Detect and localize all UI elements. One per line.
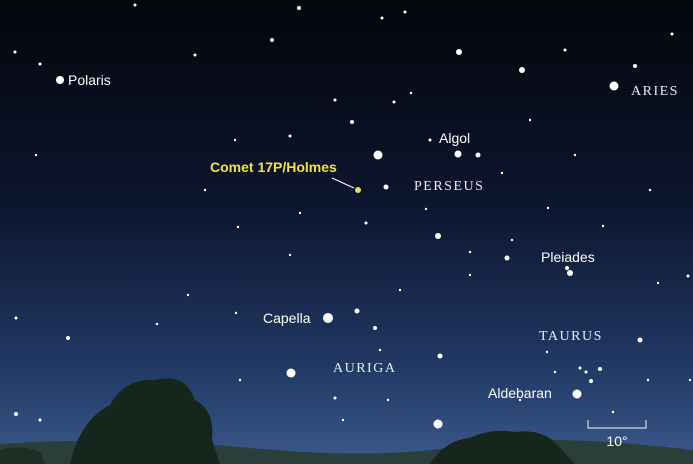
star xyxy=(35,154,37,156)
star xyxy=(554,371,556,373)
constellation-label: TAURUS xyxy=(539,329,603,344)
comet-label: Comet 17P/Holmes xyxy=(210,159,337,175)
sky-map: Polaris Algol Comet 17P/Holmes Pleiades … xyxy=(0,0,693,464)
star xyxy=(270,38,274,42)
star xyxy=(289,135,292,138)
star xyxy=(66,336,70,340)
star-label: Polaris xyxy=(68,72,111,88)
star xyxy=(239,379,241,381)
star xyxy=(501,172,503,174)
star xyxy=(585,371,588,374)
star xyxy=(410,92,412,94)
star xyxy=(589,379,593,383)
star xyxy=(476,153,481,158)
star xyxy=(687,275,690,278)
star xyxy=(647,379,649,381)
star xyxy=(598,367,602,371)
constellation-label: PERSEUS xyxy=(414,179,484,194)
star xyxy=(323,313,333,323)
comet xyxy=(355,187,361,193)
star xyxy=(455,151,462,158)
star-label: Pleiades xyxy=(541,249,595,265)
star xyxy=(297,6,301,10)
star xyxy=(399,289,401,291)
star xyxy=(14,412,18,416)
star xyxy=(547,207,549,209)
star xyxy=(14,51,17,54)
star xyxy=(156,323,158,325)
star xyxy=(39,419,42,422)
star xyxy=(505,256,510,261)
star xyxy=(435,233,441,239)
star-label: Algol xyxy=(439,130,470,146)
star xyxy=(610,82,619,91)
star xyxy=(381,17,384,20)
star xyxy=(134,4,137,7)
star xyxy=(379,349,381,351)
star xyxy=(393,101,396,104)
star xyxy=(633,64,637,68)
star xyxy=(387,399,389,401)
star xyxy=(194,54,197,57)
star xyxy=(287,369,296,378)
star xyxy=(355,309,360,314)
star xyxy=(469,251,471,253)
star xyxy=(438,354,443,359)
star xyxy=(15,317,18,320)
star xyxy=(456,49,462,55)
star xyxy=(638,338,643,343)
star xyxy=(204,189,206,191)
star xyxy=(342,419,344,421)
star xyxy=(39,63,42,66)
star xyxy=(689,379,691,381)
star xyxy=(350,120,354,124)
star xyxy=(657,282,659,284)
star xyxy=(334,99,337,102)
star xyxy=(299,212,301,214)
scale-label: 10° xyxy=(606,433,627,449)
star xyxy=(234,139,236,141)
star xyxy=(649,189,651,191)
star xyxy=(374,151,383,160)
star xyxy=(404,11,407,14)
star-label: Capella xyxy=(263,310,311,326)
star xyxy=(365,222,368,225)
star xyxy=(334,397,337,400)
star xyxy=(384,185,389,190)
star xyxy=(469,274,471,276)
star xyxy=(564,49,567,52)
star xyxy=(56,76,64,84)
sky xyxy=(0,0,693,464)
star xyxy=(573,390,582,399)
star xyxy=(511,239,513,241)
star xyxy=(429,139,432,142)
star xyxy=(602,225,604,227)
star xyxy=(434,420,443,429)
star xyxy=(671,33,674,36)
star xyxy=(529,119,531,121)
constellation-label: AURIGA xyxy=(333,361,396,376)
star xyxy=(425,208,427,210)
star xyxy=(579,367,582,370)
constellation-label: ARIES xyxy=(631,84,679,99)
star xyxy=(574,154,576,156)
star xyxy=(373,326,377,330)
star xyxy=(565,266,569,270)
star xyxy=(519,67,525,73)
star xyxy=(567,270,573,276)
star xyxy=(289,254,291,256)
star xyxy=(187,294,189,296)
star xyxy=(546,351,548,353)
star xyxy=(612,411,614,413)
star xyxy=(235,312,237,314)
star xyxy=(237,226,239,228)
star-label: Aldebaran xyxy=(488,385,552,401)
